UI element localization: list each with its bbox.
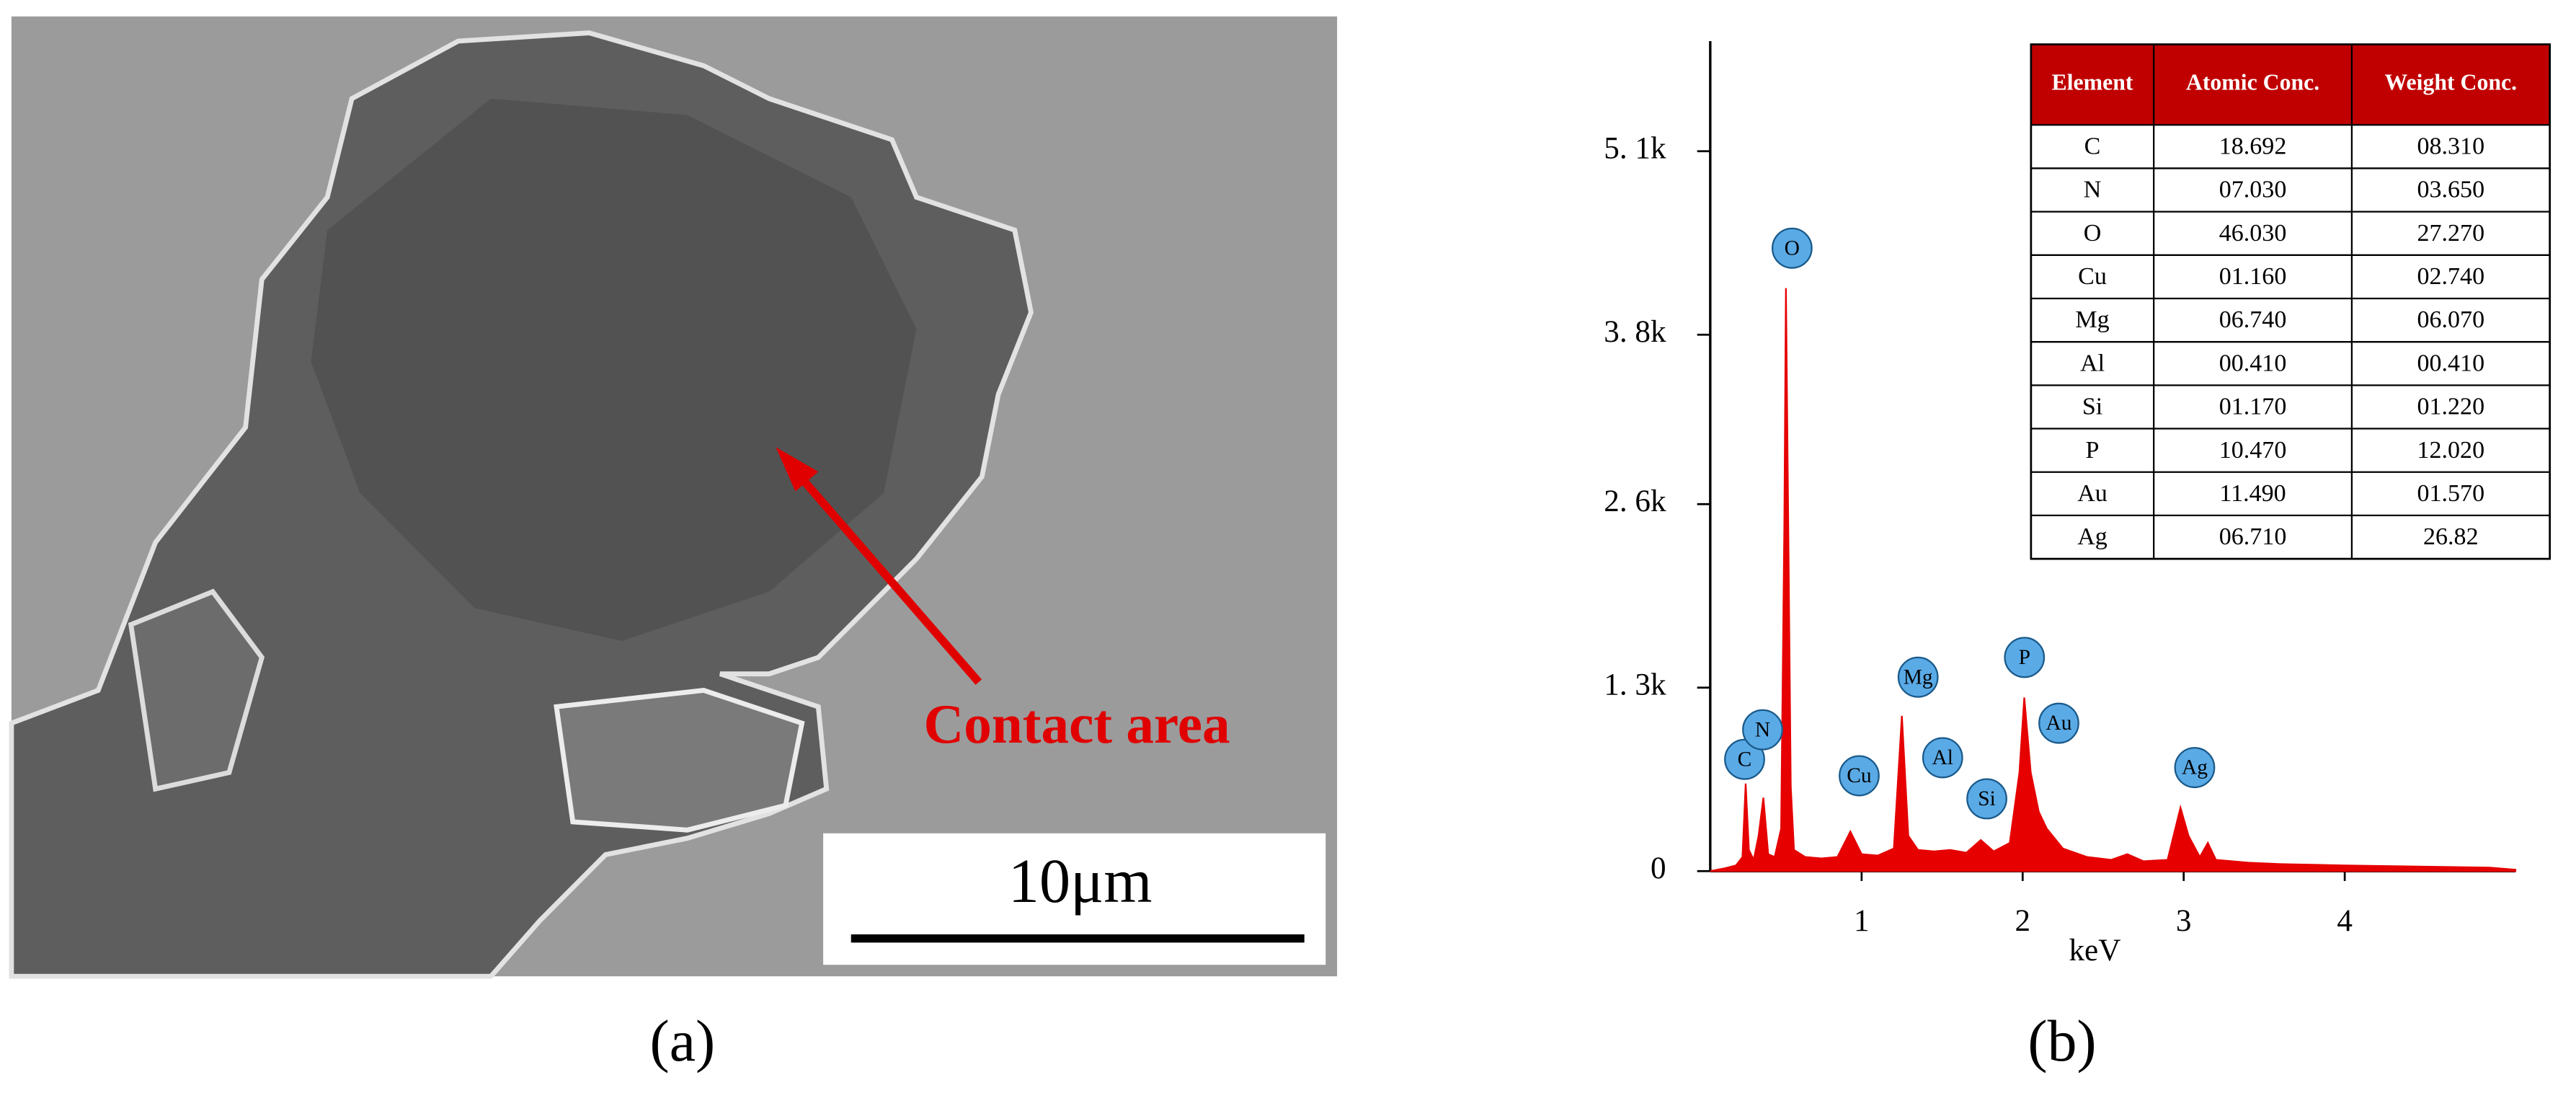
table-cell: N	[2084, 177, 2102, 203]
y-tick-label: 1. 3k	[1604, 668, 1666, 702]
peak-label: Mg	[1904, 665, 1933, 689]
peak-label: Ag	[2182, 756, 2208, 779]
table-cell: 12.020	[2417, 437, 2484, 464]
table-cell: 06.710	[2219, 523, 2287, 550]
table-cell: 27.270	[2417, 220, 2484, 247]
table-cell: 03.650	[2417, 177, 2484, 203]
peak-label: P	[2019, 646, 2030, 669]
table-cell: P	[2086, 437, 2100, 464]
x-tick-label: 4	[2337, 903, 2353, 938]
table-header: Atomic Conc.	[2186, 70, 2319, 95]
x-tick-label: 3	[2176, 903, 2192, 938]
debris	[128, 588, 265, 792]
peak-marker	[1742, 709, 1783, 751]
table-cell: Au	[2077, 480, 2108, 507]
peak-label: Au	[2046, 712, 2071, 735]
table-cell: Ag	[2077, 523, 2108, 550]
contact-core	[311, 98, 917, 642]
table-header: Element	[2052, 70, 2133, 95]
peak-label: O	[1785, 236, 1800, 260]
table-cell: 18.692	[2219, 133, 2287, 159]
table-header: Weight Conc.	[2384, 70, 2517, 95]
table-cell: Al	[2080, 350, 2105, 376]
peak-marker	[1966, 778, 2007, 820]
annotation: Contact area	[924, 693, 1230, 755]
peak-marker	[1922, 737, 1963, 779]
table-cell: C	[2084, 133, 2101, 159]
arrow-head	[776, 447, 819, 492]
table-cell: Cu	[2078, 263, 2107, 290]
caption: (a)	[650, 1008, 716, 1074]
y-tick-label: 2. 6k	[1604, 484, 1666, 518]
peak-marker	[2038, 702, 2079, 744]
x-tick-label: 1	[1854, 903, 1870, 938]
peak-marker	[1839, 755, 1880, 797]
caption: (b)	[2028, 1008, 2096, 1074]
peak-marker	[1897, 656, 1939, 698]
spectrum-area	[1710, 288, 2517, 872]
scale-bar-box	[823, 833, 1326, 965]
table-cell: 46.030	[2219, 220, 2287, 247]
x-tick-label: 2	[2015, 903, 2031, 938]
table-cell: 02.740	[2417, 263, 2484, 290]
table-cell: 01.160	[2219, 263, 2287, 290]
y-tick-label: 5. 1k	[1604, 131, 1666, 166]
table-cell: 10.470	[2219, 437, 2287, 464]
table-cell: Si	[2082, 394, 2102, 420]
peak-label: N	[1755, 718, 1770, 741]
table-cell: 06.070	[2417, 306, 2484, 333]
peak-label: Si	[1978, 787, 1996, 810]
table-cell: 01.570	[2417, 480, 2484, 507]
table-cell: 01.220	[2417, 394, 2484, 420]
sem-image: Contact area 10μm	[9, 16, 1338, 979]
scale-bar-label: 10μm	[1008, 846, 1152, 916]
table-cell: O	[2084, 220, 2102, 247]
peak-marker	[2004, 637, 2046, 678]
table-cell: 01.170	[2219, 394, 2287, 420]
x-axis-label: keV	[2069, 933, 2120, 968]
y-tick-label: 0	[1651, 851, 1666, 885]
peak-marker	[2174, 747, 2216, 789]
table-cell: 07.030	[2219, 177, 2287, 203]
peak-label: Cu	[1847, 764, 1872, 787]
peak-label: C	[1738, 748, 1752, 771]
table-cell: 08.310	[2417, 133, 2484, 159]
table-header-bg	[2030, 44, 2550, 125]
peak-marker	[1724, 738, 1765, 780]
peak-marker	[1771, 227, 1813, 269]
table-cell: 11.490	[2219, 480, 2286, 507]
table-cell: Mg	[2075, 306, 2109, 333]
table-border	[2030, 43, 2551, 560]
y-tick-label: 3. 8k	[1604, 314, 1666, 349]
table-cell: 06.740	[2219, 306, 2287, 333]
debris	[554, 687, 805, 833]
table-cell: 26.82	[2423, 523, 2479, 550]
table-cell: 00.410	[2417, 350, 2484, 376]
arrow	[786, 461, 982, 685]
composition-table: Element Atomic Conc. Weight Conc. C 18.692 08…	[2030, 43, 2551, 560]
peak-label: Al	[1932, 746, 1954, 769]
table-cell: 00.410	[2219, 350, 2287, 376]
spectrum-chart: 01. 3k2. 6k3. 8k5. 1k1 2 3 4keVCNOCuMgAlSiP…	[1604, 40, 2517, 968]
